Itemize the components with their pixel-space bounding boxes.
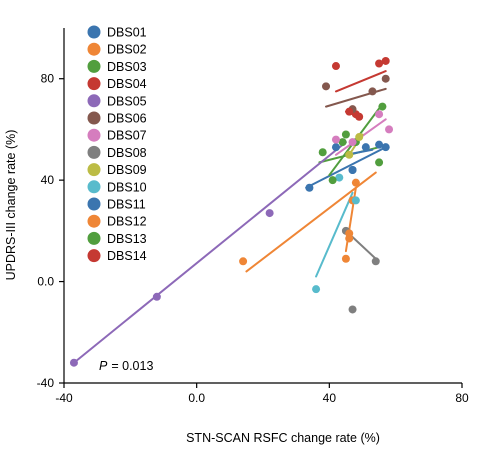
point-dbs13-0 (328, 176, 337, 185)
axes (63, 28, 462, 384)
point-dbs05-2 (265, 209, 274, 218)
point-dbs11-1 (361, 143, 370, 152)
x-tick-label-1: 0.0 (188, 391, 205, 405)
point-dbs09-0 (345, 150, 354, 159)
legend-marker-dbs05 (87, 94, 101, 108)
y-tick-label-0: -40 (37, 376, 55, 390)
legend-label-dbs08: DBS08 (107, 146, 147, 160)
x-tick-label-0: -40 (55, 391, 73, 405)
point-dbs14-1 (355, 112, 364, 121)
point-dbs01-3 (375, 140, 384, 149)
fit-line-dbs05 (72, 141, 347, 364)
legend-marker-dbs04 (87, 77, 101, 91)
point-dbs03-1 (338, 138, 347, 147)
point-dbs06-0 (322, 82, 331, 91)
legend-marker-dbs09 (87, 163, 101, 177)
fit-line-dbs06 (325, 87, 387, 108)
point-dbs05-1 (152, 292, 161, 301)
point-dbs12-0 (341, 254, 350, 263)
x-tick-label-2: 40 (323, 391, 337, 405)
point-dbs13-2 (378, 102, 387, 111)
y-tick-label-3: 80 (41, 72, 55, 86)
point-dbs04-0 (331, 62, 340, 71)
point-dbs08-1 (348, 305, 357, 314)
legend-marker-dbs07 (87, 128, 101, 142)
legend-marker-dbs10 (87, 180, 101, 194)
point-dbs01-0 (305, 183, 314, 192)
legend-marker-dbs01 (87, 25, 101, 39)
fit-line-dbs04 (334, 70, 387, 93)
point-dbs07-1 (348, 138, 357, 147)
point-dbs07-2 (375, 110, 384, 119)
legend-label-dbs10: DBS10 (107, 180, 147, 194)
point-dbs04-2 (375, 59, 384, 68)
fit-line-dbs02 (245, 171, 377, 273)
legend-marker-dbs08 (87, 145, 101, 159)
legend-label-dbs07: DBS07 (107, 129, 147, 143)
p-value: = 0.013 (111, 359, 153, 373)
fit-line-dbs01 (305, 146, 387, 189)
x-axis-title: STN-SCAN RSFC change rate (%) (186, 431, 380, 445)
point-dbs07-3 (385, 125, 394, 134)
p-label: P (99, 359, 108, 373)
point-dbs08-2 (371, 257, 380, 266)
point-dbs13-1 (341, 130, 350, 139)
x-tick-label-3: 80 (455, 391, 469, 405)
legend-label-dbs03: DBS03 (107, 60, 147, 74)
point-dbs03-0 (318, 148, 327, 157)
point-dbs06-3 (381, 74, 390, 83)
point-dbs04-3 (381, 56, 390, 65)
legend-label-dbs01: DBS01 (107, 26, 147, 40)
y-axis-title: UPDRS-III change rate (%) (4, 130, 18, 281)
legend-marker-dbs13 (87, 231, 101, 245)
point-dbs07-0 (331, 135, 340, 144)
data-points (69, 56, 394, 367)
point-dbs12-2 (351, 178, 360, 187)
point-dbs10-1 (335, 173, 344, 182)
point-dbs10-0 (312, 285, 321, 294)
point-dbs12-1 (345, 229, 354, 238)
legend-label-dbs02: DBS02 (107, 43, 147, 57)
point-dbs01-1 (331, 143, 340, 152)
legend-label-dbs12: DBS12 (107, 215, 147, 229)
y-tick-label-2: 40 (41, 173, 55, 187)
legend-label-dbs05: DBS05 (107, 94, 147, 108)
point-dbs09-1 (355, 133, 364, 142)
legend-marker-dbs02 (87, 42, 101, 56)
point-dbs11-0 (348, 166, 357, 174)
ticks: -40 0.0 40 80 -40 0.0 40 80 (37, 72, 469, 405)
point-dbs01-4 (381, 143, 390, 152)
fit-line-dbs10 (315, 191, 354, 278)
legend-label-dbs14: DBS14 (107, 249, 147, 263)
legend-label-dbs06: DBS06 (107, 112, 147, 126)
legend-marker-dbs14 (87, 249, 101, 263)
p-value-annotation: P = 0.013 (99, 359, 153, 373)
legend-label-dbs04: DBS04 (107, 77, 147, 91)
point-dbs03-3 (375, 158, 384, 167)
y-tick-label-1: 0.0 (37, 275, 54, 289)
point-dbs05-0 (69, 358, 78, 367)
legend-marker-dbs03 (87, 59, 101, 73)
point-dbs06-2 (368, 87, 377, 96)
point-dbs14-0 (345, 107, 354, 116)
legend-marker-dbs06 (87, 111, 101, 125)
point-dbs02-0 (239, 257, 248, 266)
legend-marker-dbs12 (87, 214, 101, 228)
legend: DBS01 DBS02 DBS03 DBS04 DBS05 DBS06 DBS07 DBS08… (87, 25, 147, 263)
legend-marker-dbs11 (87, 197, 101, 211)
legend-label-dbs11: DBS11 (107, 198, 146, 212)
point-dbs10-2 (351, 196, 360, 205)
legend-label-dbs09: DBS09 (107, 163, 147, 177)
legend-label-dbs13: DBS13 (107, 232, 147, 246)
